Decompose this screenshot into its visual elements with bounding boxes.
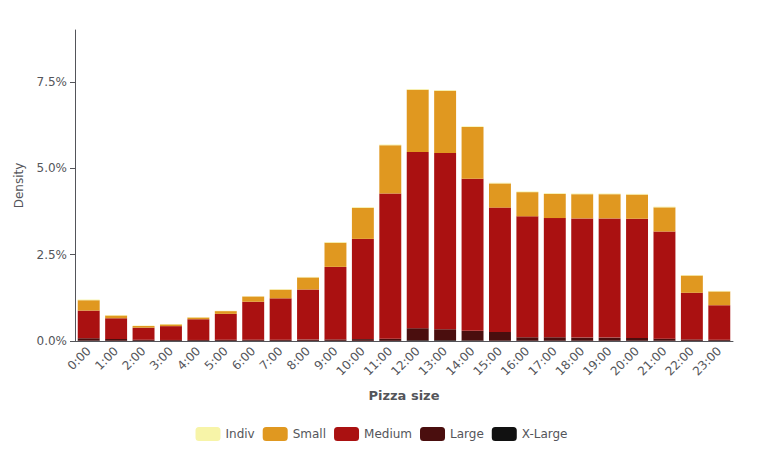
svg-text:8:00: 8:00 xyxy=(284,344,313,373)
svg-text:3:00: 3:00 xyxy=(147,344,176,373)
svg-text:5.0%: 5.0% xyxy=(37,161,68,175)
svg-text:Medium: Medium xyxy=(364,427,412,441)
svg-text:17:00: 17:00 xyxy=(525,344,559,378)
svg-text:23:00: 23:00 xyxy=(690,344,724,378)
svg-text:4:00: 4:00 xyxy=(174,344,203,373)
svg-text:15:00: 15:00 xyxy=(471,344,505,378)
svg-text:Large: Large xyxy=(450,427,484,441)
svg-text:19:00: 19:00 xyxy=(580,344,614,378)
svg-text:Density: Density xyxy=(12,163,26,209)
svg-text:6:00: 6:00 xyxy=(229,344,258,373)
svg-text:14:00: 14:00 xyxy=(443,344,477,378)
svg-text:12:00: 12:00 xyxy=(388,344,422,378)
svg-text:Indiv: Indiv xyxy=(226,427,255,441)
svg-text:13:00: 13:00 xyxy=(416,344,450,378)
svg-text:Pizza size: Pizza size xyxy=(369,388,440,403)
svg-text:0:00: 0:00 xyxy=(65,344,94,373)
svg-text:7:00: 7:00 xyxy=(257,344,286,373)
svg-text:10:00: 10:00 xyxy=(333,344,367,378)
svg-text:16:00: 16:00 xyxy=(498,344,532,378)
svg-text:1:00: 1:00 xyxy=(92,344,121,373)
svg-text:0.0%: 0.0% xyxy=(37,334,68,348)
svg-text:7.5%: 7.5% xyxy=(37,75,68,89)
svg-text:22:00: 22:00 xyxy=(662,344,696,378)
svg-text:9:00: 9:00 xyxy=(311,344,341,373)
svg-text:11:00: 11:00 xyxy=(361,344,395,378)
svg-text:20:00: 20:00 xyxy=(608,344,642,378)
svg-text:5:00: 5:00 xyxy=(202,344,231,373)
svg-text:21:00: 21:00 xyxy=(635,344,669,378)
svg-text:X-Large: X-Large xyxy=(522,427,568,441)
svg-text:Small: Small xyxy=(293,427,326,441)
svg-text:2:00: 2:00 xyxy=(120,344,149,373)
svg-text:18:00: 18:00 xyxy=(553,344,587,378)
svg-text:2.5%: 2.5% xyxy=(37,248,68,262)
